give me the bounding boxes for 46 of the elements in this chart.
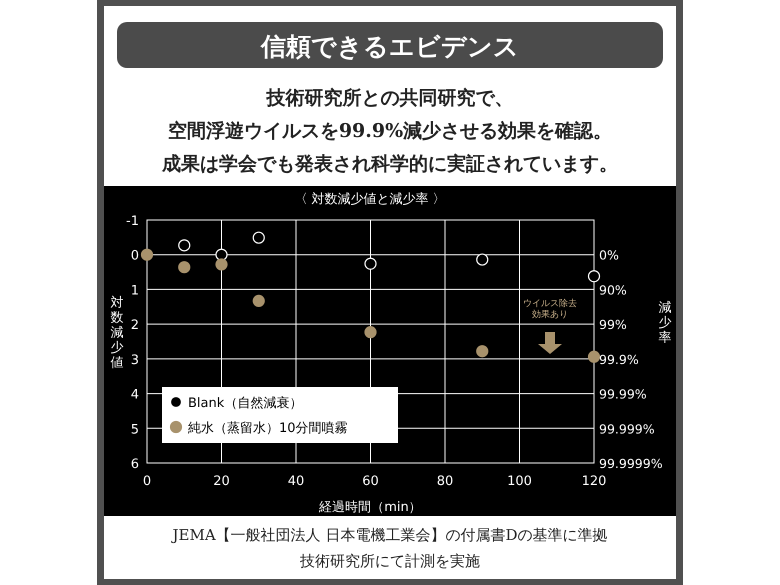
- y-tick-label: 0: [130, 248, 139, 264]
- x-tick-label: 80: [436, 474, 454, 489]
- text: JEMA【一般社団法人 日本電機工業会】の付属書Dの基準に準拠: [170, 526, 608, 544]
- x-tick-label: 100: [507, 474, 532, 489]
- point: [476, 345, 488, 358]
- point: [178, 261, 190, 274]
- point: [364, 258, 377, 270]
- y-tick-label: -1: [126, 214, 139, 229]
- point: [252, 232, 265, 244]
- x-tick-label: 120: [582, 474, 606, 489]
- x-axis-title: 経過時間（min）: [318, 500, 422, 515]
- text: 99.9%: [599, 352, 639, 367]
- text: 99%: [599, 317, 627, 332]
- text: 〈 対数減少値と減少率 〉: [294, 191, 446, 207]
- point: [215, 258, 228, 271]
- y-tick-label: 6: [130, 457, 139, 472]
- text: 0%: [599, 248, 619, 263]
- legend-label: 純水（蒸留水）10分間噴霧: [188, 421, 348, 436]
- point: [476, 253, 488, 266]
- y-tick-label: 5: [130, 422, 139, 438]
- text: 90%: [599, 282, 627, 298]
- legend-label: Blank（自然減衰）: [188, 395, 302, 411]
- point: [588, 350, 600, 363]
- text: 99.99%: [599, 386, 647, 402]
- point: [364, 326, 377, 338]
- y-tick-label: 1: [130, 283, 139, 298]
- point: [215, 248, 228, 261]
- x-tick-label: 0: [142, 474, 152, 489]
- point: [252, 294, 265, 307]
- y-tick-label: 3: [130, 352, 139, 368]
- chart-subtitle: 技術研究所との共同研究で、空間浮遊ウイルスを99.9%減少させる効果を確認。成果は学会でも発表され科学的に実証されています。: [161, 87, 618, 175]
- y-tick-label: 2: [130, 318, 139, 334]
- y2-axis-title: 減少率: [658, 300, 672, 346]
- x-tick-label: 60: [362, 474, 379, 489]
- annotation: ウイルス除去効果あり: [523, 298, 577, 320]
- y-tick-label: 4: [130, 388, 139, 403]
- point: [588, 270, 600, 282]
- text: 99.9999%: [599, 456, 663, 471]
- text: 99.999%: [599, 421, 655, 436]
- text: 技術研究所にて計測を実施: [299, 552, 480, 570]
- point: [140, 248, 154, 261]
- x-tick-label: 40: [288, 474, 304, 489]
- chart-title: 信頼できるエビデンス: [260, 32, 519, 61]
- point: [178, 239, 190, 252]
- x-tick-label: 20: [213, 474, 230, 489]
- y-axis-title: 対数減少値: [110, 294, 124, 370]
